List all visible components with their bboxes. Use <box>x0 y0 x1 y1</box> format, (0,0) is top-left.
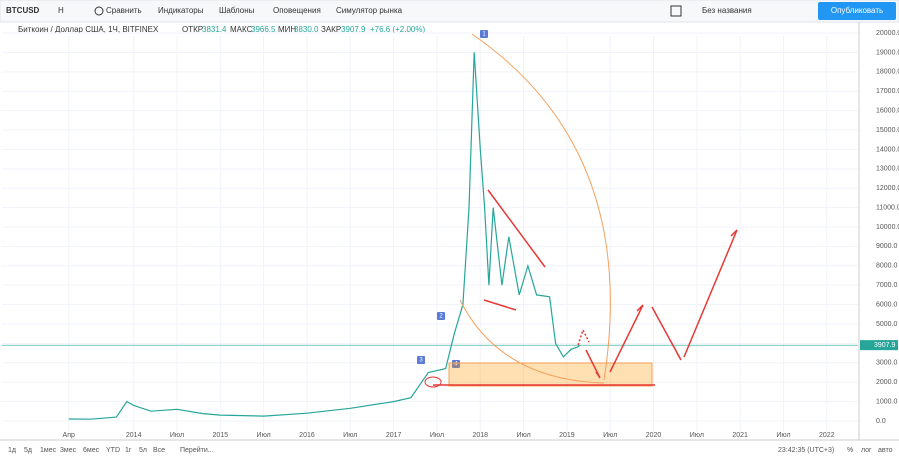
icon <box>94 6 104 16</box>
x-tick-label: Июл <box>430 432 444 439</box>
y-tick-label: 15000.0 <box>876 127 899 134</box>
y-tick-label: 3000.0 <box>876 360 898 367</box>
x-tick-label: 2016 <box>299 432 315 439</box>
x-tick-label: Июл <box>170 432 184 439</box>
publish-button[interactable] <box>818 2 896 20</box>
open-value: 3831.4 <box>202 25 227 34</box>
x-tick-label: 2021 <box>732 432 748 439</box>
arc <box>459 299 605 384</box>
range[interactable]: 5д <box>24 447 32 454</box>
y-tick-label: 16000.0 <box>876 107 899 114</box>
annotation-box <box>480 30 488 38</box>
layout-name[interactable]: Без названия <box>702 6 752 15</box>
range[interactable]: 5л <box>139 447 147 454</box>
btn-templates[interactable]: Шаблоны <box>219 6 255 15</box>
annotation-box <box>417 356 425 364</box>
price-tag <box>860 340 898 351</box>
range[interactable]: 3мес <box>60 447 77 454</box>
x-tick-label: 2017 <box>386 432 402 439</box>
publish-label[interactable]: Опубликовать <box>831 6 883 15</box>
close-label: ЗАКР <box>321 25 341 34</box>
annotation-box <box>437 312 445 320</box>
annotation: 2 <box>439 314 443 320</box>
x-tick-label: Июл <box>343 432 357 439</box>
y-tick-label: 19000.0 <box>876 49 899 56</box>
checkbox[interactable] <box>670 5 682 17</box>
open-label: ОТКР <box>182 25 203 34</box>
x-tick-label: 2014 <box>126 432 142 439</box>
arrow <box>683 229 738 358</box>
zone-box <box>448 362 653 387</box>
y-tick-label: 2000.0 <box>876 379 898 386</box>
x-tick-label: Июл <box>516 432 530 439</box>
y-tick-label: 20000.0 <box>876 30 899 37</box>
arrow <box>577 328 590 346</box>
symbol[interactable]: BTCUSD <box>6 6 40 15</box>
x-tick-label: Июл <box>690 432 704 439</box>
range[interactable]: 6мес <box>83 447 100 454</box>
y-tick-label: 17000.0 <box>876 88 899 95</box>
arrow <box>609 304 644 373</box>
x-tick-label: 2015 <box>213 432 229 439</box>
y-tick-label: 13000.0 <box>876 166 899 173</box>
x-tick-label: 2020 <box>646 432 662 439</box>
high-label: МАКС <box>230 25 253 34</box>
symbol-title: Биткоин / Доллар США, 1Ч, BITFINEX <box>18 25 159 34</box>
arrow <box>651 306 682 361</box>
annotation: 4 <box>454 362 458 368</box>
y-tick-label: 0.0 <box>876 418 886 425</box>
x-tick-label: Июл <box>776 432 790 439</box>
trend-line <box>483 299 517 311</box>
y-tick-label: 5000.0 <box>876 321 898 328</box>
arrow <box>585 349 601 379</box>
x-tick-label: Апр <box>63 432 75 439</box>
btn-compare[interactable]: Сравнить <box>106 6 142 15</box>
range[interactable]: YTD <box>106 447 120 454</box>
range[interactable]: Все <box>153 447 165 454</box>
log[interactable]: лог <box>861 447 872 454</box>
range[interactable]: 1мес <box>40 447 57 454</box>
y-tick-label: 8000.0 <box>876 263 898 270</box>
btn-replay[interactable]: Симулятор рынка <box>336 6 403 15</box>
y-tick-label: 7000.0 <box>876 282 898 289</box>
price-tag-label: 3907.9 <box>874 342 896 349</box>
circle-mark <box>424 376 442 388</box>
goto[interactable]: Перейти... <box>180 446 214 454</box>
y-tick-label: 11000.0 <box>876 204 899 211</box>
interval[interactable]: Н <box>58 6 64 15</box>
y-tick-label: 12000.0 <box>876 185 899 192</box>
x-tick-label: 2022 <box>819 432 835 439</box>
x-tick-label: Июл <box>603 432 617 439</box>
low-label: МИН <box>278 25 296 34</box>
x-tick-label: 2019 <box>559 432 575 439</box>
percent[interactable]: % <box>847 447 853 454</box>
btn-alerts[interactable]: Оповещения <box>273 6 321 15</box>
low-value: 3830.0 <box>294 25 319 34</box>
auto[interactable]: авто <box>878 447 893 454</box>
btn-indicators[interactable]: Индикаторы <box>158 6 204 15</box>
y-tick-label: 9000.0 <box>876 243 898 250</box>
x-tick-label: Июл <box>257 432 271 439</box>
close-value: 3907.9 <box>341 25 366 34</box>
x-tick-label: 2018 <box>472 432 488 439</box>
annotation: 3 <box>419 358 423 364</box>
y-tick-label: 6000.0 <box>876 301 898 308</box>
high-value: 3966.5 <box>251 25 276 34</box>
arc <box>471 33 611 381</box>
y-tick-label: 14000.0 <box>876 146 899 153</box>
change: +76.6 (+2.00%) <box>370 25 425 34</box>
clock: 23:42:35 (UTC+3) <box>778 447 834 454</box>
range[interactable]: 1г <box>125 447 132 454</box>
y-tick-label: 1000.0 <box>876 398 898 405</box>
annotation: 1 <box>482 32 486 38</box>
y-tick-label: 18000.0 <box>876 69 899 76</box>
range[interactable]: 1д <box>8 447 16 454</box>
y-tick-label: 10000.0 <box>876 224 899 231</box>
trend-line <box>487 189 546 268</box>
annotation-box <box>452 360 460 368</box>
